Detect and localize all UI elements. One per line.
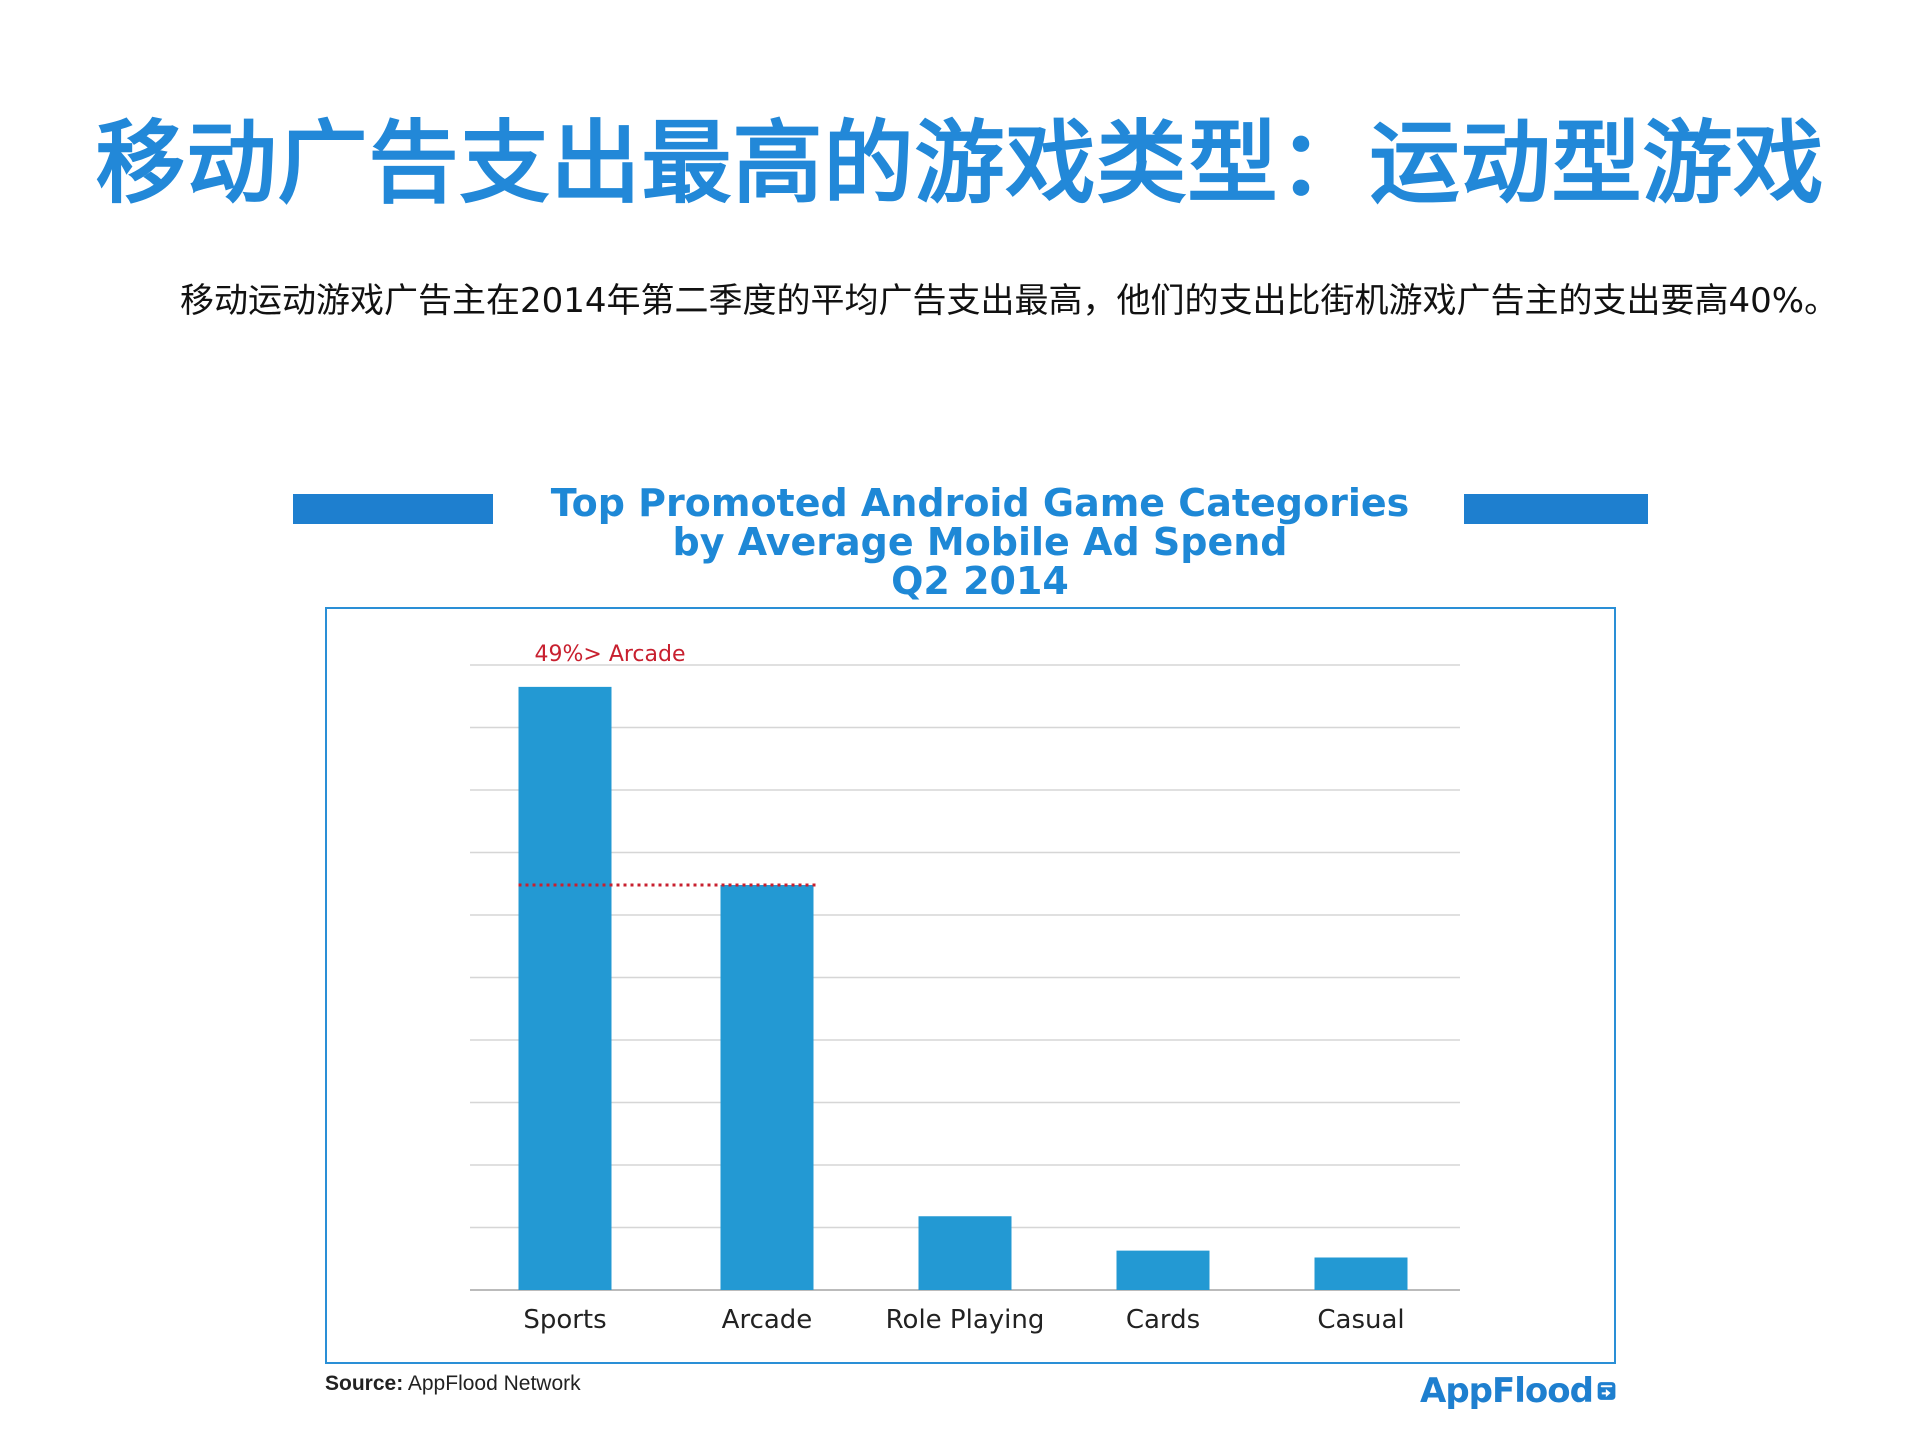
chart-title-line-1: Top Promoted Android Game Categories [550,481,1410,525]
appflood-logo: AppFlood [1420,1366,1616,1416]
category-label: Cards [1126,1305,1200,1335]
bar-arcade [720,885,814,1290]
source-note: Source: AppFlood Network [325,1372,581,1396]
appflood-logo-icon [1597,1382,1616,1400]
left-title-bar [293,494,493,524]
source-text: AppFlood Network [407,1372,581,1395]
source-label: Source: [325,1372,404,1395]
bar-chart: Sports Arcade Role Playing Cards Casual 49%> … [470,642,1460,1335]
category-label: Arcade [722,1305,813,1335]
chart-title-line-2: by Average Mobile Ad Spend [672,520,1288,564]
annotation-label: 49%> Arcade [535,642,686,667]
category-label: Sports [523,1305,606,1335]
category-label: Casual [1317,1305,1404,1335]
bar-casual [1314,1257,1408,1290]
slide-body-text: 移动运动游戏广告主在2014年第二季度的平均广告支出最高，他们的支出比街机游戏广… [180,281,1839,321]
slide-title: 移动广告支出最高的游戏类型：运动型游戏 [95,111,1825,216]
logo-text: AppFlood [1420,1371,1594,1411]
chart-title: Top Promoted Android Game Categories by … [500,484,1460,601]
chart-title-line-3: Q2 2014 [891,559,1069,603]
bar-role-playing [918,1216,1012,1290]
chart-frame: Sports Arcade Role Playing Cards Casual 49%> … [325,607,1616,1364]
right-title-bar [1464,494,1648,524]
bar-sports [518,686,612,1290]
bar-cards [1116,1250,1210,1290]
category-label: Role Playing [886,1305,1045,1335]
